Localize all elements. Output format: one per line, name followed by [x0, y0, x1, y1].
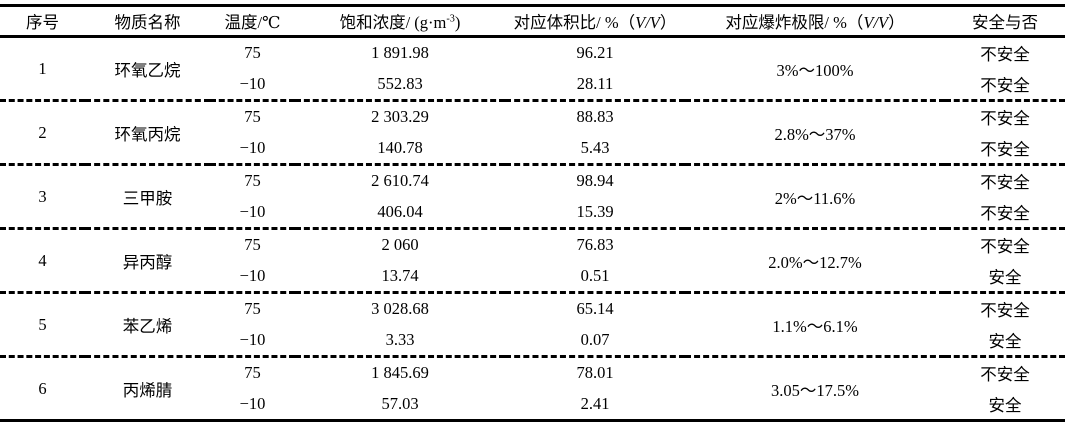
cell-explosion-limit: 2%～11.6% [685, 164, 945, 230]
cell-volume-ratio: 5.43 [505, 132, 685, 166]
cell-volume-ratio: 65.14 [576, 299, 614, 319]
cell-safety-status: 不安全 [980, 45, 1030, 65]
cell-safety-status: 不安全 [980, 365, 1030, 385]
variable-symbol: V/V [863, 13, 889, 32]
cell-substance-name: 环氧乙烷 [85, 36, 210, 102]
cell-saturation-concentration: 3.33 [295, 324, 505, 358]
cell-temperature: 75 [244, 43, 261, 63]
variable-symbol: V/V [635, 13, 660, 32]
cell-safety-status: 安全 [988, 395, 1022, 415]
cell-temperature: 75 [244, 107, 261, 127]
cell-safety-status: 不安全 [980, 109, 1030, 129]
table-row-4-low-temp: −10 13.74 0.51 安全 [0, 260, 1065, 294]
cell-volume-ratio: 88.83 [576, 107, 614, 127]
cell-index: 2 [0, 100, 85, 166]
cell-substance-name: 苯乙烯 [85, 292, 210, 358]
cell-index: 5 [0, 292, 85, 358]
cell-substance-name: 丙烯腈 [122, 380, 173, 400]
column-header-temperature: 温度/℃ [210, 5, 295, 38]
cell-index: 1 [0, 36, 85, 102]
table-row-6-high-temp: 6 丙烯腈 75 1 845.69 78.01 3.05～17.5% 不安全 [0, 357, 1065, 399]
cell-volume-ratio: 2.41 [580, 393, 610, 413]
cell-temperature: 75 [244, 235, 261, 255]
cell-volume-ratio: 98.94 [576, 171, 614, 191]
cell-saturation-concentration: 406.04 [295, 196, 505, 230]
cell-temperature: −10 [210, 260, 295, 294]
cell-index: 3 [0, 164, 85, 230]
table-row-2-high-temp: 2 环氧丙烷 75 2 303.29 88.83 2.8%～37% 不安全 [0, 100, 1065, 166]
cell-saturation-concentration: 57.03 [381, 393, 419, 413]
cell-explosion-limit: 2.0%～12.7% [685, 228, 945, 294]
table-body: 1 环氧乙烷 75 1 891.98 96.21 3%～100% 不安全 −10 552.83 2… [0, 36, 1065, 421]
cell-saturation-concentration: 3 028.68 [371, 299, 429, 319]
cell-saturation-concentration: 2 060 [381, 235, 419, 255]
table-row-5-low-temp: −10 3.33 0.07 安全 [0, 324, 1065, 358]
cell-volume-ratio: 78.01 [576, 363, 614, 383]
cell-volume-ratio: 15.39 [505, 196, 685, 230]
cell-temperature: −10 [210, 68, 295, 102]
cell-saturation-concentration: 140.78 [295, 132, 505, 166]
unit-exponent: -3 [446, 13, 455, 25]
column-header-index: 序号 [0, 5, 85, 38]
cell-safety-status: 不安全 [980, 301, 1030, 321]
table-head: 序号 物质名称 温度/℃ 饱和浓度/ (g·m-3) 对应体积比/ %（V/V） 对应爆炸… [0, 5, 1065, 38]
column-header-volume-ratio: 对应体积比/ %（V/V） [505, 5, 685, 38]
table-row-3-high-temp: 3 三甲胺 75 2 610.74 98.94 2%～11.6% 不安全 [0, 164, 1065, 230]
header-row: 序号 物质名称 温度/℃ 饱和浓度/ (g·m-3) 对应体积比/ %（V/V） 对应爆炸… [0, 5, 1065, 38]
cell-volume-ratio: 28.11 [505, 68, 685, 102]
cell-index: 4 [0, 228, 85, 294]
cell-temperature: 75 [244, 363, 261, 383]
cell-temperature: −10 [210, 132, 295, 166]
cell-volume-ratio: 76.83 [576, 235, 614, 255]
cell-temperature: 75 [244, 299, 261, 319]
cell-explosion-limit: 3.05～17.5% [771, 380, 859, 400]
cell-explosion-limit: 1.1%～6.1% [685, 292, 945, 358]
table-row-1-high-temp: 1 环氧乙烷 75 1 891.98 96.21 3%～100% 不安全 [0, 36, 1065, 102]
cell-explosion-limit: 3%～100% [685, 36, 945, 102]
cell-volume-ratio: 0.07 [505, 324, 685, 358]
cell-temperature: 75 [244, 171, 261, 191]
table-row-2-low-temp: −10 140.78 5.43 不安全 [0, 132, 1065, 166]
cell-substance-name: 异丙醇 [85, 228, 210, 294]
cell-saturation-concentration: 2 610.74 [371, 171, 429, 191]
cell-temperature: −10 [210, 324, 295, 358]
cell-saturation-concentration: 13.74 [295, 260, 505, 294]
table-row-5-high-temp: 5 苯乙烯 75 3 028.68 65.14 1.1%～6.1% 不安全 [0, 292, 1065, 358]
cell-safety-status: 不安全 [945, 132, 1065, 166]
cell-safety-status: 不安全 [980, 237, 1030, 257]
table-row-1-low-temp: −10 552.83 28.11 不安全 [0, 68, 1065, 102]
cell-safety-status: 不安全 [980, 173, 1030, 193]
column-header-safety: 安全与否 [945, 5, 1065, 38]
cell-temperature: −10 [239, 393, 266, 413]
cell-saturation-concentration: 552.83 [295, 68, 505, 102]
cell-volume-ratio: 96.21 [576, 43, 614, 63]
cell-safety-status: 安全 [945, 260, 1065, 294]
cell-saturation-concentration: 2 303.29 [371, 107, 429, 127]
table-row-3-low-temp: −10 406.04 15.39 不安全 [0, 196, 1065, 230]
table-row-6-low-temp: −10 57.03 2.41 安全 [0, 389, 1065, 421]
column-header-explosion-limit: 对应爆炸极限/ %（V/V） [685, 5, 945, 38]
table-row-4-high-temp: 4 异丙醇 75 2 060 76.83 2.0%～12.7% 不安全 [0, 228, 1065, 294]
cell-substance-name: 三甲胺 [85, 164, 210, 230]
cell-safety-status: 不安全 [945, 68, 1065, 102]
cell-index: 6 [38, 378, 47, 398]
cell-volume-ratio: 0.51 [505, 260, 685, 294]
cell-safety-status: 不安全 [945, 196, 1065, 230]
cell-substance-name: 环氧丙烷 [85, 100, 210, 166]
cell-explosion-limit: 2.8%～37% [685, 100, 945, 166]
substance-explosion-safety-table: 序号 物质名称 温度/℃ 饱和浓度/ (g·m-3) 对应体积比/ %（V/V） 对应爆炸… [0, 4, 1065, 422]
cell-saturation-concentration: 1 845.69 [371, 363, 429, 383]
column-header-saturation: 饱和浓度/ (g·m-3) [295, 5, 505, 38]
cell-saturation-concentration: 1 891.98 [371, 43, 429, 63]
cell-temperature: −10 [210, 196, 295, 230]
column-header-substance: 物质名称 [85, 5, 210, 38]
cell-safety-status: 安全 [945, 324, 1065, 358]
